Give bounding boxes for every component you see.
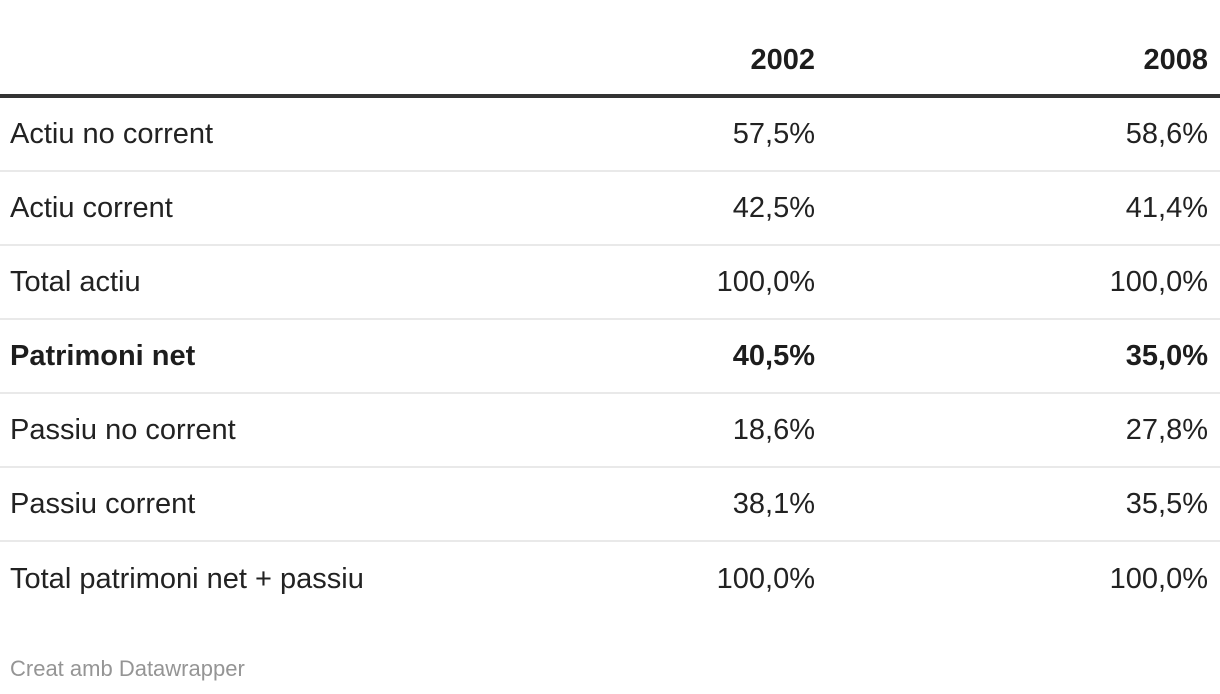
table-row-passiu-corrent: Passiu corrent 38,1% 35,5%: [0, 468, 1220, 542]
row-label: Passiu corrent: [10, 487, 196, 520]
row-value-2008: 35,5%: [1125, 487, 1208, 520]
datawrapper-attribution-link[interactable]: Creat amb Datawrapper: [10, 656, 245, 681]
row-label: Actiu corrent: [10, 191, 173, 224]
row-value-2008: 35,0%: [1125, 339, 1208, 372]
table-row-actiu-corrent: Actiu corrent 42,5% 41,4%: [0, 172, 1220, 246]
row-value-2002: 100,0%: [716, 265, 815, 298]
column-header-2008: 2008: [1143, 44, 1208, 77]
table-row-total-actiu: Total actiu 100,0% 100,0%: [0, 246, 1220, 320]
table-row-patrimoni-net: Patrimoni net 40,5% 35,0%: [0, 320, 1220, 394]
row-value-2008: 58,6%: [1125, 117, 1208, 150]
row-label: Passiu no corrent: [10, 413, 236, 446]
row-value-2008: 41,4%: [1125, 191, 1208, 224]
row-value-2008: 100,0%: [1109, 562, 1208, 595]
attribution-footer: Creat amb Datawrapper: [10, 656, 1208, 682]
table-row-actiu-no-corrent: Actiu no corrent 57,5% 58,6%: [0, 98, 1220, 172]
table-row-passiu-no-corrent: Passiu no corrent 18,6% 27,8%: [0, 394, 1220, 468]
row-value-2002: 18,6%: [732, 413, 815, 446]
row-label: Total patrimoni net + passiu: [10, 562, 364, 595]
row-value-2008: 100,0%: [1109, 265, 1208, 298]
row-value-2008: 27,8%: [1125, 413, 1208, 446]
row-value-2002: 100,0%: [716, 562, 815, 595]
row-label: Actiu no corrent: [10, 117, 214, 150]
data-table: 2002 2008 Actiu no corrent 57,5% 58,6% A…: [0, 0, 1220, 616]
row-label: Total actiu: [10, 265, 141, 298]
row-value-2002: 40,5%: [732, 339, 815, 372]
row-value-2002: 57,5%: [732, 117, 815, 150]
row-value-2002: 42,5%: [732, 191, 815, 224]
row-value-2002: 38,1%: [732, 487, 815, 520]
column-header-2002: 2002: [750, 44, 815, 77]
table-header-row: 2002 2008: [0, 0, 1220, 98]
row-label: Patrimoni net: [10, 339, 196, 372]
table-row-total-patrimoni-net-passiu: Total patrimoni net + passiu 100,0% 100,…: [0, 542, 1220, 616]
